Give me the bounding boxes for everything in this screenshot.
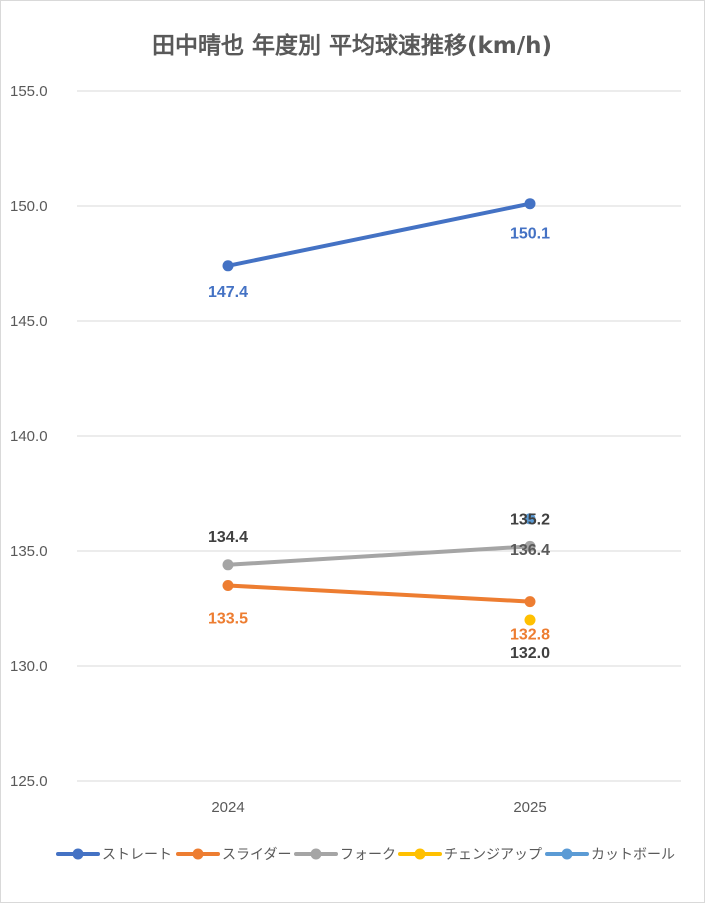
- x-tick-label: 2025: [513, 799, 546, 816]
- legend-label: ストレート: [102, 847, 172, 863]
- y-axis-ticks: 155.0 150.0 145.0 140.0 135.0 130.0 125.0: [10, 83, 48, 790]
- legend-label: フォーク: [340, 847, 396, 863]
- legend-label: チェンジアップ: [444, 847, 542, 863]
- legend-label: カットボール: [591, 847, 675, 863]
- y-tick-label: 145.0: [10, 313, 48, 330]
- y-tick-label: 150.0: [10, 198, 48, 215]
- legend-marker: [414, 848, 426, 860]
- y-tick-label: 125.0: [10, 773, 48, 790]
- data-label: 133.5: [208, 611, 248, 628]
- y-tick-label: 155.0: [10, 83, 48, 100]
- y-tick-label: 140.0: [10, 428, 48, 445]
- data-label: 136.4: [510, 542, 550, 559]
- data-point: [524, 596, 536, 608]
- series-line: [226, 544, 532, 567]
- series-lines: [226, 201, 532, 604]
- data-point: [524, 540, 536, 552]
- legend-marker: [192, 848, 204, 860]
- series-line: [226, 201, 532, 268]
- legend-label: スライダー: [222, 847, 291, 863]
- data-point: [222, 260, 234, 272]
- series-points: [222, 198, 536, 626]
- data-point: [524, 614, 536, 626]
- gridlines: [77, 90, 681, 782]
- y-tick-label: 135.0: [10, 543, 48, 560]
- data-point: [524, 513, 536, 525]
- legend-marker: [561, 848, 573, 860]
- data-point: [524, 198, 536, 210]
- chart-title: 田中晴也 年度別 平均球速推移(km/h): [152, 32, 552, 59]
- y-tick-label: 130.0: [10, 658, 48, 675]
- legend: ストレート スライダー フォーク チェンジアップ カットボール: [56, 847, 675, 863]
- legend-marker: [310, 848, 322, 860]
- data-label: 134.4: [208, 529, 248, 546]
- data-label: 147.4: [208, 284, 248, 301]
- data-label: 150.1: [510, 226, 550, 243]
- data-point: [222, 580, 234, 591]
- data-label: 132.0: [510, 645, 550, 662]
- data-point: [222, 559, 234, 571]
- series-line: [226, 583, 532, 604]
- x-tick-label: 2024: [211, 799, 244, 816]
- data-label: 135.2: [510, 511, 550, 528]
- legend-marker: [72, 848, 84, 860]
- x-axis-ticks: 2024 2025: [211, 799, 546, 816]
- data-labels: 147.4 150.1 133.5 132.8 134.4 135.2 132.0 136.4: [208, 226, 550, 662]
- data-label: 132.8: [510, 627, 550, 644]
